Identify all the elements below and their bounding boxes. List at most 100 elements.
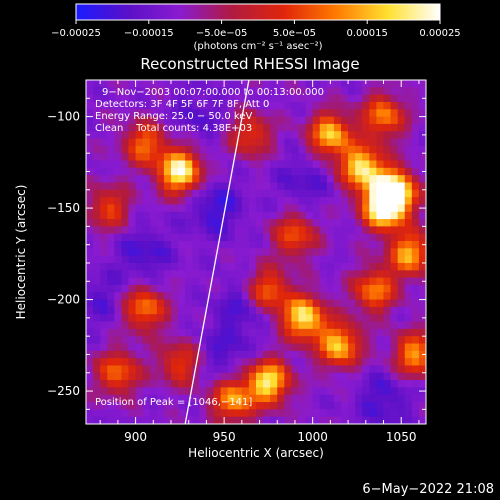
heatmap-cell — [277, 233, 285, 242]
heatmap-cell — [312, 270, 321, 279]
heatmap-cell — [277, 358, 285, 366]
heatmap-cell — [418, 160, 426, 169]
heatmap-cell — [390, 277, 399, 286]
heatmap-cell — [355, 211, 363, 220]
heatmap-cell — [404, 80, 413, 88]
heatmap-cell — [355, 394, 363, 403]
heatmap-cell — [156, 306, 165, 315]
heatmap-cell — [86, 306, 94, 315]
heatmap-cell — [149, 175, 158, 183]
heatmap-cell — [234, 211, 243, 220]
heatmap-cell — [185, 153, 193, 162]
heatmap-cell — [93, 372, 101, 381]
heatmap-cell — [362, 204, 370, 213]
heatmap-cell — [135, 204, 144, 213]
heatmap-cell — [114, 380, 122, 388]
heatmap-cell — [256, 284, 264, 293]
heatmap-cell — [277, 197, 285, 205]
heatmap-cell — [270, 336, 278, 344]
heatmap-cell — [227, 138, 236, 147]
heatmap-cell — [142, 299, 151, 308]
heatmap-cell — [206, 189, 214, 198]
heatmap-cell — [93, 380, 101, 388]
heatmap-cell — [128, 336, 137, 344]
heatmap-cell — [128, 277, 137, 286]
heatmap-cell — [128, 262, 137, 271]
heatmap-cell — [227, 402, 236, 410]
heatmap-cell — [220, 365, 229, 374]
heatmap-cell — [298, 380, 307, 388]
heatmap-cell — [291, 101, 299, 110]
heatmap-cell — [376, 380, 384, 388]
heatmap-cell — [333, 145, 342, 154]
heatmap-cell — [404, 277, 413, 286]
heatmap-cell — [121, 277, 129, 286]
heatmap-cell — [86, 270, 94, 279]
heatmap-cell — [362, 299, 370, 308]
heatmap-cell — [362, 328, 370, 337]
heatmap-cell — [305, 189, 314, 198]
heatmap-cell — [213, 123, 222, 132]
heatmap-cell — [114, 219, 122, 227]
heatmap-cell — [185, 182, 193, 191]
heatmap-cell — [107, 343, 115, 352]
heatmap-cell — [326, 109, 335, 118]
heatmap-cell — [418, 262, 426, 271]
heatmap-cell — [397, 365, 406, 374]
heatmap-cell — [227, 94, 236, 103]
heatmap-cell — [135, 189, 144, 198]
heatmap-cell — [86, 416, 94, 424]
heatmap-cell — [312, 328, 321, 337]
heatmap-cell — [206, 248, 214, 257]
heatmap-cell — [362, 160, 370, 169]
heatmap-cell — [341, 175, 349, 183]
heatmap-cell — [355, 182, 363, 191]
heatmap-cell — [100, 138, 108, 147]
heatmap-cell — [291, 167, 299, 176]
heatmap-cell — [284, 409, 292, 418]
heatmap-cell — [185, 109, 193, 118]
heatmap-cell — [142, 350, 151, 359]
heatmap-cell — [355, 109, 363, 118]
heatmap-cell — [256, 372, 264, 381]
heatmap-cell — [107, 387, 115, 396]
heatmap-cell — [291, 197, 299, 205]
heatmap-cell — [298, 402, 307, 410]
heatmap-cell — [114, 204, 122, 213]
heatmap-cell — [107, 233, 115, 242]
heatmap-cell — [171, 248, 179, 257]
heatmap-cell — [248, 101, 257, 110]
heatmap-cell — [284, 101, 292, 110]
heatmap-cell — [333, 255, 342, 264]
heatmap-cell — [326, 358, 335, 366]
heatmap-cell — [418, 321, 426, 330]
heatmap-cell — [284, 123, 292, 132]
heatmap-cell — [121, 270, 129, 279]
heatmap-cell — [319, 204, 328, 213]
heatmap-cell — [199, 255, 207, 264]
heatmap-cell — [319, 372, 328, 381]
heatmap-cell — [163, 197, 172, 205]
heatmap-cell — [114, 94, 122, 103]
heatmap-cell — [256, 270, 264, 279]
heatmap-cell — [263, 336, 271, 344]
heatmap-cell — [319, 255, 328, 264]
heatmap-cell — [121, 116, 129, 125]
heatmap-cell — [362, 138, 370, 147]
heatmap-cell — [206, 145, 214, 154]
heatmap-cell — [284, 248, 292, 257]
heatmap-cell — [241, 80, 250, 88]
heatmap-cell — [199, 270, 207, 279]
heatmap-cell — [93, 292, 101, 301]
heatmap-cell — [121, 241, 129, 249]
heatmap-cell — [390, 409, 399, 418]
heatmap-cell — [362, 365, 370, 374]
heatmap-cell — [376, 387, 384, 396]
heatmap-cell — [404, 189, 413, 198]
heatmap-cell — [178, 350, 186, 359]
heatmap-cell — [213, 153, 222, 162]
heatmap-cell — [206, 87, 214, 96]
heatmap-cell — [355, 189, 363, 198]
heatmap-cell — [348, 145, 356, 154]
heatmap-cell — [86, 358, 94, 366]
